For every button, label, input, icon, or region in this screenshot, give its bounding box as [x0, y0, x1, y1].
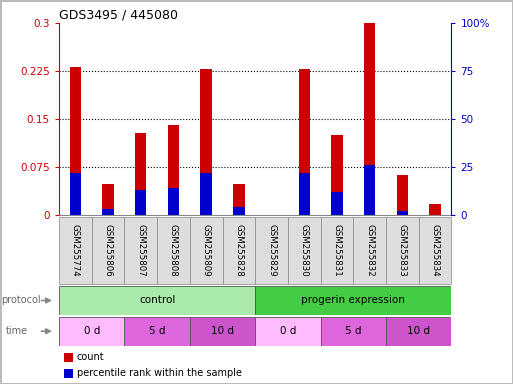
Bar: [70, 66, 81, 215]
Text: GSM255830: GSM255830: [300, 224, 309, 277]
Bar: [70, 173, 81, 215]
Bar: [135, 190, 147, 215]
Bar: [59, 217, 92, 284]
Bar: [59, 317, 124, 346]
Bar: [364, 23, 376, 215]
Text: percentile rank within the sample: percentile rank within the sample: [77, 368, 242, 378]
Text: GSM255808: GSM255808: [169, 224, 178, 277]
Text: GSM255834: GSM255834: [430, 224, 440, 277]
Bar: [255, 317, 321, 346]
Text: control: control: [139, 295, 175, 306]
Text: GSM255809: GSM255809: [202, 224, 211, 277]
Bar: [364, 165, 376, 215]
Bar: [386, 217, 419, 284]
Bar: [102, 184, 114, 215]
Bar: [255, 217, 288, 284]
Bar: [429, 204, 441, 215]
Text: 5 d: 5 d: [149, 326, 165, 336]
Bar: [331, 192, 343, 215]
Bar: [190, 217, 223, 284]
Bar: [233, 184, 245, 215]
Bar: [190, 317, 255, 346]
Text: 0 d: 0 d: [84, 326, 100, 336]
Bar: [124, 317, 190, 346]
Bar: [321, 217, 353, 284]
Bar: [255, 286, 451, 315]
Text: GSM255829: GSM255829: [267, 224, 276, 277]
Bar: [397, 175, 408, 215]
Bar: [419, 217, 451, 284]
Text: GSM255807: GSM255807: [136, 224, 145, 277]
Bar: [168, 188, 179, 215]
Text: GSM255774: GSM255774: [71, 224, 80, 277]
Bar: [124, 217, 157, 284]
Text: GDS3495 / 445080: GDS3495 / 445080: [59, 9, 178, 22]
Bar: [233, 207, 245, 215]
Bar: [135, 133, 147, 215]
Bar: [299, 69, 310, 215]
Text: 5 d: 5 d: [345, 326, 362, 336]
Bar: [102, 209, 114, 215]
Text: 0 d: 0 d: [280, 326, 296, 336]
Bar: [201, 173, 212, 215]
Text: GSM255806: GSM255806: [104, 224, 112, 277]
Text: 10 d: 10 d: [211, 326, 234, 336]
Text: GSM255831: GSM255831: [332, 224, 342, 277]
Text: GSM255833: GSM255833: [398, 224, 407, 277]
Bar: [288, 217, 321, 284]
Bar: [321, 317, 386, 346]
Bar: [168, 126, 179, 215]
Text: GSM255832: GSM255832: [365, 224, 374, 277]
Bar: [223, 217, 255, 284]
Text: GSM255828: GSM255828: [234, 224, 243, 277]
Text: 10 d: 10 d: [407, 326, 430, 336]
Bar: [353, 217, 386, 284]
Bar: [201, 69, 212, 215]
Bar: [386, 317, 451, 346]
Text: protocol: protocol: [2, 295, 41, 306]
Bar: [299, 173, 310, 215]
Bar: [92, 217, 125, 284]
Bar: [397, 211, 408, 215]
Text: count: count: [77, 352, 105, 362]
Bar: [157, 217, 190, 284]
Text: progerin expression: progerin expression: [302, 295, 405, 306]
Bar: [59, 286, 255, 315]
Text: time: time: [6, 326, 28, 336]
Bar: [331, 135, 343, 215]
